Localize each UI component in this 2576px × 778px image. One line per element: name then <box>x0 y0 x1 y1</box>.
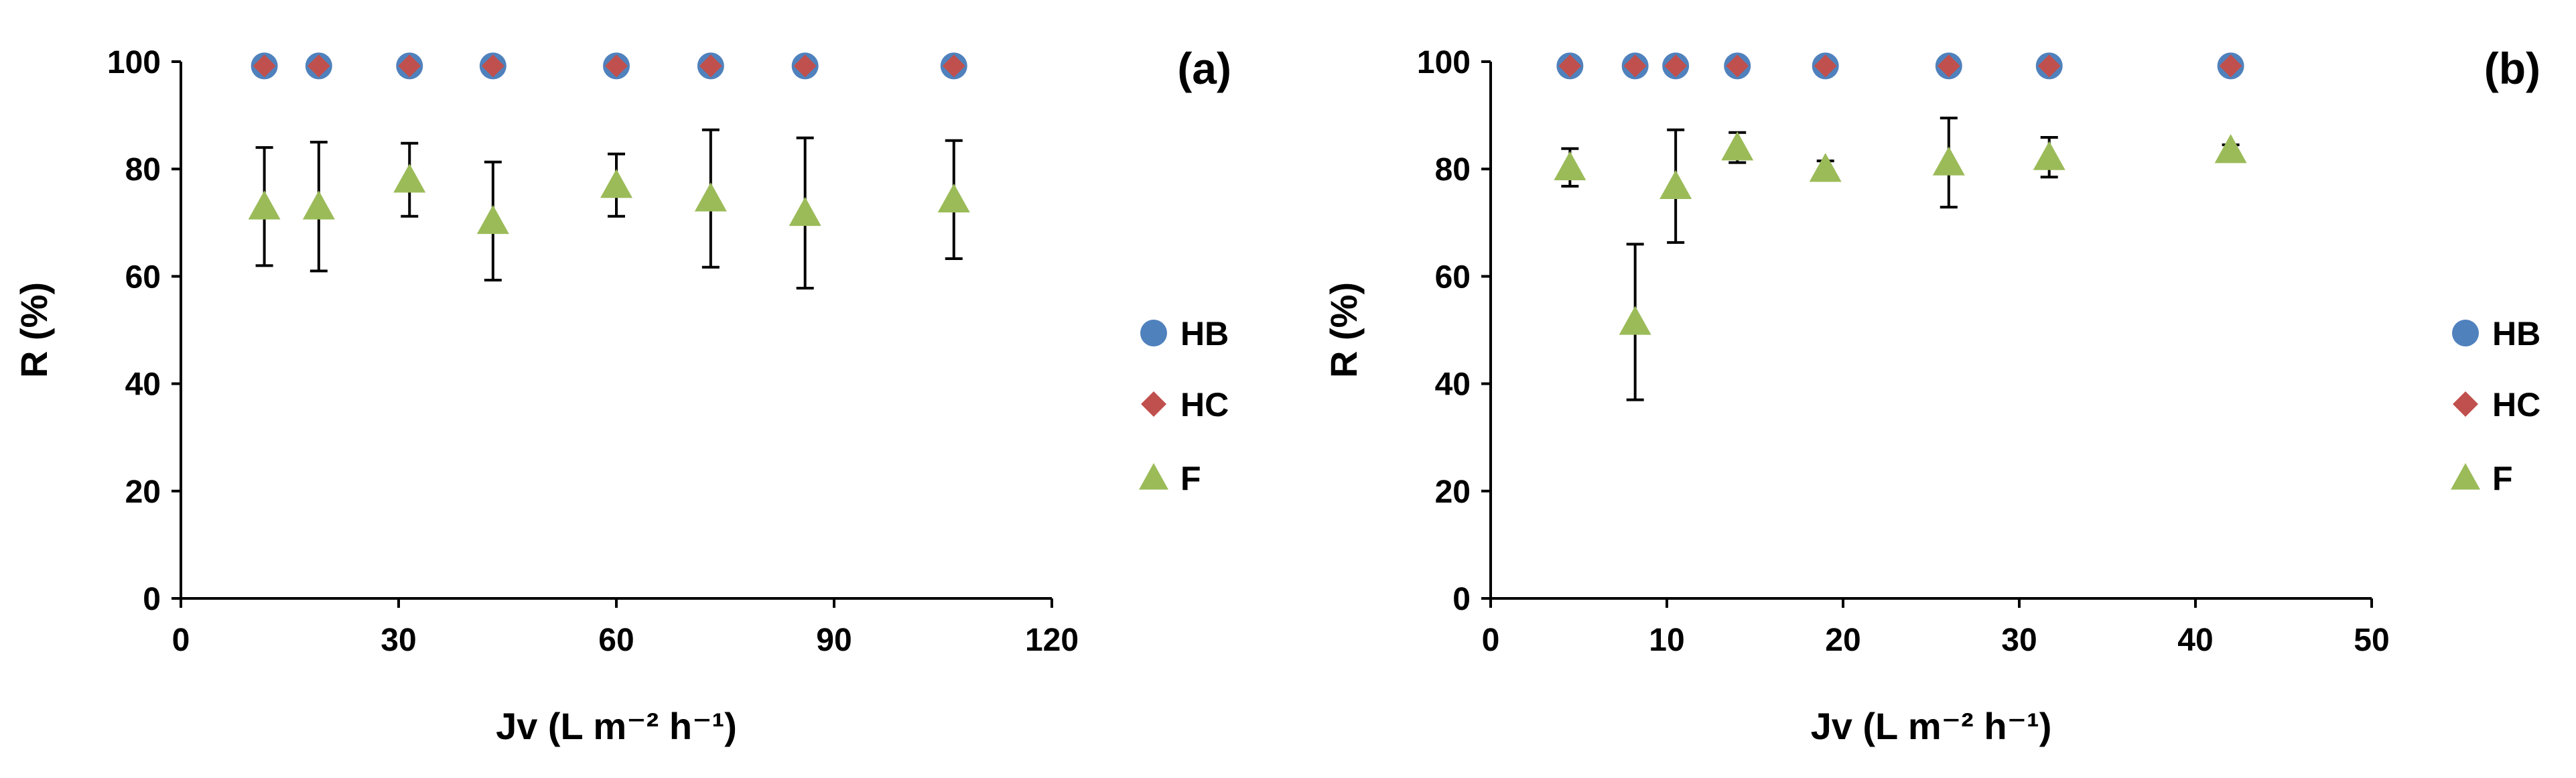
panel-label: (a) <box>1177 44 1231 93</box>
data-point-f <box>789 196 821 226</box>
data-point-f <box>1619 306 1651 335</box>
data-point-hc <box>1814 54 1837 78</box>
chart-panel-b: 0 20 40 60 80 100 0 10 20 30 40 50 Jv (L m⁻² h⁻¹) R (… <box>1323 44 2540 747</box>
y-tick-label: 0 <box>1452 582 1471 617</box>
data-point-hc <box>2219 54 2242 78</box>
y-tick-label: 20 <box>125 474 161 510</box>
data-point-f <box>1659 170 1692 200</box>
x-tick-label: 30 <box>381 623 416 658</box>
legend-label-f: F <box>2492 460 2513 497</box>
data-point-f <box>937 183 970 213</box>
x-tick-label: 90 <box>816 623 852 658</box>
y-tick-label: 80 <box>125 152 161 188</box>
x-tick-label: 0 <box>1482 623 1500 658</box>
legend-marker-hb <box>2452 320 2479 346</box>
y-tick-label: 60 <box>1435 259 1471 295</box>
x-tick-label: 50 <box>2354 623 2389 658</box>
data-point-hc <box>1558 54 1582 78</box>
data-point-hc <box>1664 54 1688 78</box>
x-tick-label: 10 <box>1649 623 1684 658</box>
x-axis-label: Jv (L m⁻² h⁻¹) <box>496 705 737 747</box>
data-point-hc <box>253 54 276 78</box>
data-point-hc <box>793 54 817 78</box>
legend-marker-f <box>2451 463 2480 490</box>
data-point-f <box>302 190 335 220</box>
legend-marker-f <box>1139 463 1168 490</box>
data-point-f <box>476 204 509 235</box>
data-point-hc <box>942 54 965 78</box>
y-axis-label: R (%) <box>13 282 55 378</box>
data-point-f <box>2214 134 2247 164</box>
y-tick-label: 40 <box>125 367 161 403</box>
data-point-hc <box>1937 54 1960 78</box>
legend-label-hb: HB <box>2492 315 2540 352</box>
x-tick-label: 120 <box>1025 623 1079 658</box>
x-tick-label: 40 <box>2177 623 2213 658</box>
y-tick-label: 100 <box>1417 45 1471 80</box>
chart-panel-a: 0 20 40 60 80 100 0 30 60 90 120 Jv (L m⁻² h⁻¹) R (%… <box>13 44 1231 747</box>
data-point-f <box>393 164 426 193</box>
y-tick-label: 20 <box>1435 474 1471 510</box>
data-point-f <box>248 190 281 220</box>
panel-label: (b) <box>2484 44 2540 93</box>
x-tick-label: 30 <box>2001 623 2037 658</box>
legend-label-hc: HC <box>1180 386 1229 424</box>
data-point-hc <box>398 54 421 78</box>
legend-label-f: F <box>1180 460 1201 497</box>
y-tick-label: 0 <box>143 582 161 617</box>
data-point-f <box>1721 131 1754 161</box>
data-point-f <box>1554 151 1586 180</box>
legend-label-hc: HC <box>2492 386 2540 424</box>
y-tick-label: 40 <box>1435 367 1471 403</box>
data-point-hc <box>1623 54 1647 78</box>
data-point-hc <box>605 54 628 78</box>
data-point-hc <box>2037 54 2061 78</box>
y-tick-label: 100 <box>107 45 161 80</box>
data-point-f <box>1809 153 1842 182</box>
x-tick-label: 0 <box>172 623 190 658</box>
legend-marker-hc <box>1141 391 1166 417</box>
data-point-hc <box>1726 54 1749 78</box>
x-tick-label: 20 <box>1825 623 1860 658</box>
data-point-hc <box>481 54 504 78</box>
data-point-f <box>1932 146 1965 176</box>
legend-marker-hb <box>1140 320 1167 346</box>
data-point-hc <box>699 54 722 78</box>
y-axis-label: R (%) <box>1323 282 1365 378</box>
y-tick-label: 60 <box>125 259 161 295</box>
x-tick-label: 60 <box>598 623 634 658</box>
data-point-f <box>694 182 727 212</box>
legend-marker-hc <box>2453 391 2478 417</box>
x-axis-label: Jv (L m⁻² h⁻¹) <box>1811 705 2052 747</box>
y-tick-label: 80 <box>1435 152 1471 188</box>
data-point-f <box>2033 141 2065 170</box>
legend-label-hb: HB <box>1180 315 1229 352</box>
data-point-hc <box>307 54 330 78</box>
data-point-f <box>600 169 632 198</box>
